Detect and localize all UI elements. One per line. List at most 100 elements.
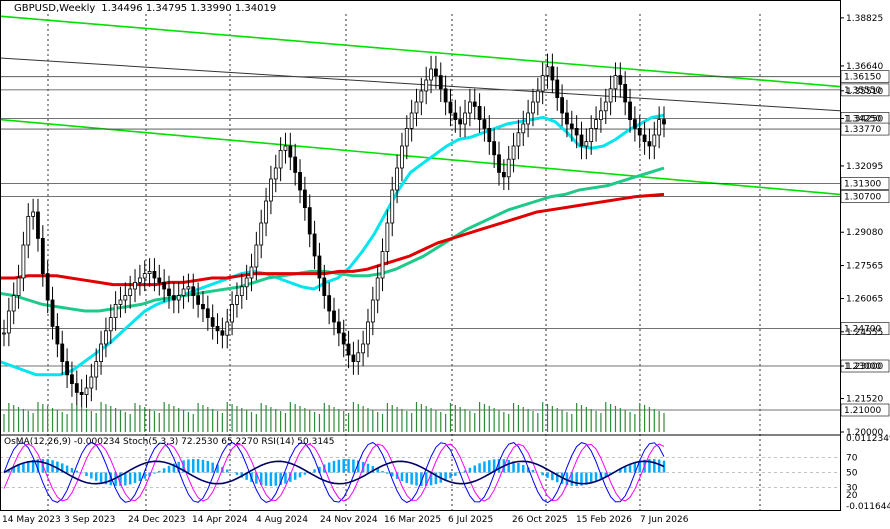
- chart-header: GBPUSD,Weekly 1.34496 1.34795 1.33990 1.3…: [14, 3, 276, 14]
- candle-body: [438, 75, 443, 90]
- candle-body: [162, 281, 167, 290]
- candle-body: [239, 286, 244, 296]
- candle-body: [205, 308, 210, 318]
- time-axis-label: 24 Dec 2023: [128, 515, 186, 525]
- candle-body: [599, 110, 603, 121]
- candle-body: [404, 127, 409, 147]
- candle-body: [589, 127, 594, 142]
- candle-body: [283, 145, 288, 151]
- candle-body: [288, 145, 293, 158]
- candle-body: [463, 112, 467, 125]
- candle-body: [2, 332, 6, 335]
- candle-body: [497, 154, 501, 173]
- candle-body: [302, 189, 307, 209]
- candle-body: [210, 317, 215, 327]
- candle-body: [652, 134, 657, 147]
- time-axis-label: 14 Apr 2024: [192, 515, 248, 525]
- candle-body: [414, 101, 419, 114]
- time-axis-label: 24 Nov 2024: [320, 515, 378, 525]
- candle-body: [623, 84, 628, 103]
- candle-body: [477, 106, 482, 121]
- candle-body: [574, 127, 579, 136]
- candle-body: [16, 277, 21, 297]
- price-tag-label: 1.35550: [844, 86, 881, 96]
- candle-body: [613, 75, 618, 90]
- candle-body: [307, 207, 312, 235]
- candle-body: [531, 101, 535, 114]
- oscillator-axis-label: 0.0112349: [846, 434, 890, 444]
- candle-body: [235, 295, 239, 305]
- candle-body: [603, 101, 608, 112]
- rsi-line: [3, 460, 665, 485]
- candle-body: [278, 149, 283, 169]
- candle-body: [293, 156, 298, 173]
- candle-body: [443, 88, 448, 103]
- time-axis-label: 3 Sep 2023: [64, 515, 115, 525]
- price-tag-label: 1.23000: [844, 362, 881, 372]
- candle-body: [506, 158, 511, 178]
- candle-body: [118, 299, 123, 305]
- price-tag-label: 1.31300: [844, 179, 881, 189]
- candle-body: [55, 325, 60, 345]
- candle-body: [322, 277, 327, 297]
- candle-body: [385, 222, 390, 253]
- trend-lines: [0, 15, 841, 196]
- candle-body: [356, 352, 361, 362]
- candle-body: [220, 330, 225, 336]
- candle-body: [6, 310, 11, 334]
- candle-body: [40, 237, 45, 274]
- candle-body: [317, 255, 322, 279]
- candle-body: [137, 277, 142, 283]
- oscillator-header: OsMA(12,26,9) -0.000234 Stoch(5,3,3) 72.…: [4, 437, 335, 447]
- time-axis-label: 15 Feb 2026: [576, 515, 632, 525]
- price-axis-label: 1.21520: [846, 395, 883, 405]
- candle-body: [21, 244, 26, 279]
- candle-body: [94, 361, 99, 378]
- candle-body: [336, 321, 341, 334]
- price-axis-label: 1.27565: [846, 262, 883, 272]
- candle-body: [565, 112, 569, 125]
- time-axis-label: 26 Oct 2025: [512, 515, 568, 525]
- candle-body: [550, 66, 555, 81]
- candle-body: [594, 119, 598, 129]
- candle-body: [181, 288, 186, 296]
- candle-body: [104, 330, 108, 345]
- price-axis-label: 1.23000: [846, 362, 883, 372]
- candle-body: [526, 112, 531, 125]
- candle-body: [521, 123, 526, 134]
- candle-body: [467, 101, 472, 114]
- candle-body: [501, 171, 506, 178]
- candle-body: [434, 68, 438, 76]
- candle-body: [157, 277, 162, 283]
- candle-body: [142, 273, 147, 279]
- candle-body: [249, 266, 254, 279]
- candle-body: [361, 343, 366, 354]
- price-axis-label: 1.34250: [846, 115, 883, 125]
- price-axis-label: 1.36640: [846, 62, 883, 72]
- candle-body: [196, 295, 201, 305]
- time-axis-label: 14 May 2023: [2, 515, 61, 525]
- candle-body: [31, 211, 36, 217]
- candle-body: [108, 317, 113, 332]
- candle-body: [569, 123, 574, 129]
- candle-body: [472, 101, 477, 107]
- candle-body: [89, 376, 94, 389]
- trend-line: [0, 118, 841, 196]
- candle-body: [400, 145, 404, 169]
- candle-body: [662, 119, 666, 125]
- candle-body: [26, 215, 31, 246]
- candle-body: [429, 68, 433, 81]
- candle-body: [225, 321, 230, 336]
- candle-body: [453, 112, 458, 120]
- candle-body: [11, 295, 16, 312]
- candle-body: [244, 277, 249, 288]
- candle-body: [215, 325, 220, 332]
- candle-body: [269, 178, 273, 202]
- price-tag-label: 1.24700: [844, 325, 881, 335]
- price-tag-label: 1.21000: [844, 406, 881, 416]
- candle-body: [36, 211, 40, 239]
- candle-body: [341, 332, 346, 345]
